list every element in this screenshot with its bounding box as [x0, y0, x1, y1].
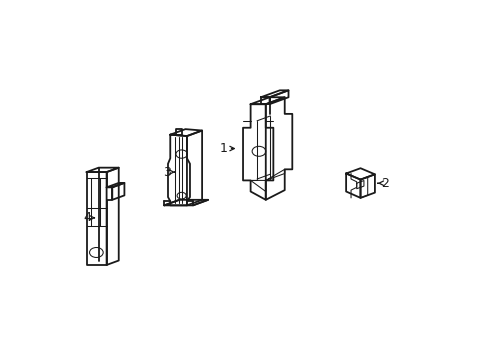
Text: 3: 3 [163, 166, 171, 179]
Text: 1: 1 [220, 142, 227, 155]
Text: 2: 2 [381, 177, 388, 190]
Text: 4: 4 [83, 211, 91, 224]
